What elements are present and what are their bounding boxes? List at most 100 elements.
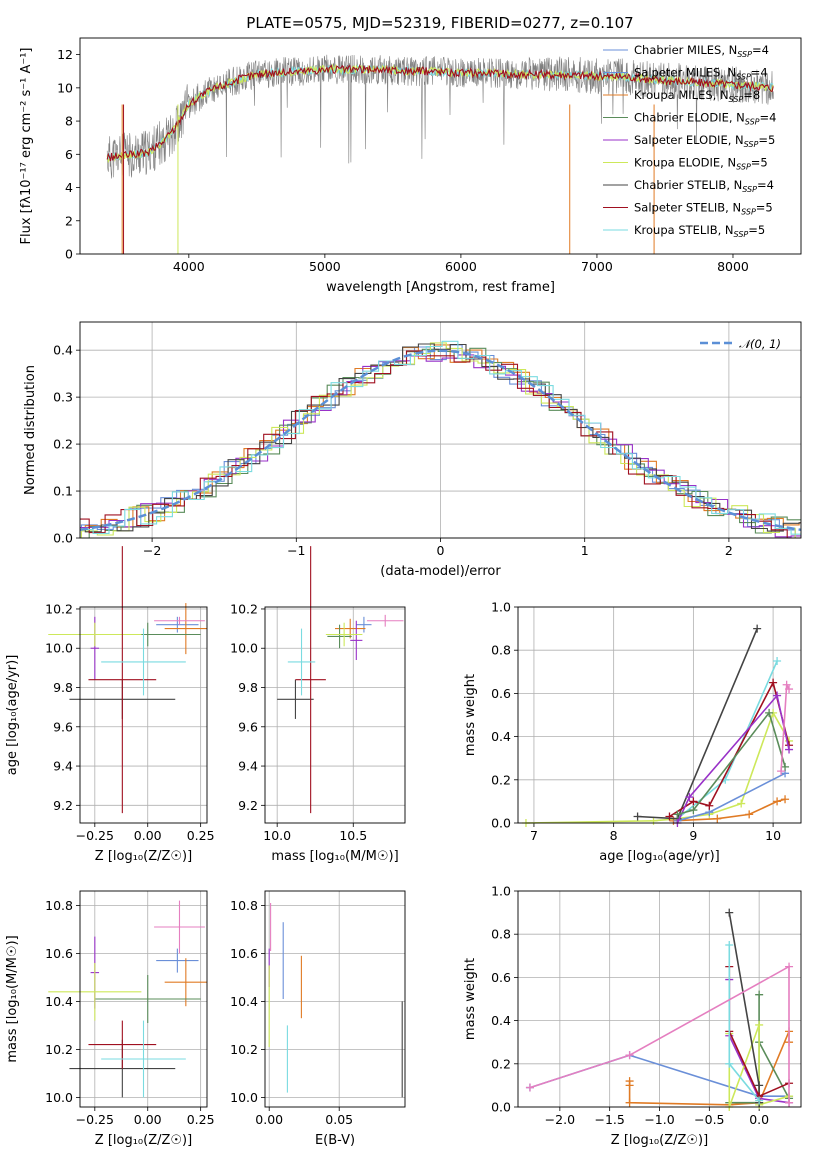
x-tick-label: 0.0 [749, 1112, 769, 1127]
plus-marker [781, 795, 790, 804]
axes-frame [79, 890, 208, 1108]
histogram-step [80, 342, 801, 539]
plus-marker [737, 799, 746, 808]
x-tick-label: 0 [437, 543, 445, 558]
legend-label: Kroupa ELODIE, NSSP=5 [634, 156, 768, 172]
plus-marker [755, 990, 764, 999]
x-tick-label: 0.25 [187, 828, 215, 843]
axes-frame [264, 890, 406, 1108]
y-tick-label: 1.0 [491, 884, 511, 899]
y-tick-label: 10.2 [45, 601, 73, 616]
x-tick-label: 9 [689, 828, 697, 843]
y-tick-label: 0.2 [491, 1056, 511, 1071]
y-axis-label: mass weight [463, 674, 478, 756]
plus-marker [769, 678, 778, 687]
plus-marker [773, 797, 782, 806]
x-tick-label: −1.0 [644, 1112, 674, 1127]
spectrum-panel: 4000 5000 6000 7000 8000 0 2 4 6 8 10 12 wavelength … [19, 37, 802, 295]
x-tick-label: 0.25 [187, 1112, 215, 1127]
legend-label: Chabrier ELODIE, NSSP=4 [634, 111, 776, 127]
x-tick-label: −0.5 [694, 1112, 724, 1127]
x-axis-label: mass [log₁₀(M/M☉)] [271, 849, 398, 864]
mass-weight-line [677, 711, 786, 816]
x-axis-label: Z [log₁₀(Z/Z☉)] [95, 849, 192, 864]
y-tick-label: 1.0 [491, 600, 511, 615]
residual-histogram-panel: −2 −1 0 1 2 0.0 0.1 0.2 0.3 0.4 (data-model)/error… [23, 321, 802, 579]
plus-marker [725, 908, 734, 917]
x-tick-label: 7 [530, 828, 538, 843]
figure-title: PLATE=0575, MJD=52319, FIBERID=0277, z=0… [246, 14, 633, 32]
y-tick-label: 10.0 [45, 641, 73, 656]
x-tick-label: −1 [287, 543, 305, 558]
x-tick-label: −1.5 [594, 1112, 624, 1127]
plus-marker [755, 1096, 764, 1105]
histogram-step [80, 343, 801, 533]
plus-marker [785, 685, 794, 694]
y-tick-label: 0.1 [53, 484, 73, 499]
y-tick-label: 9.6 [238, 719, 258, 734]
model-spectrum-line [106, 64, 774, 162]
plus-marker [785, 962, 794, 971]
y-tick-label: 9.2 [53, 798, 73, 813]
plus-marker [625, 1051, 634, 1060]
mass-weight-line [529, 965, 790, 1103]
x-tick-label: 7000 [581, 259, 613, 274]
y-tick-label: 0.3 [53, 390, 73, 405]
gaussian-curve [79, 349, 802, 532]
x-tick-label: 1 [581, 543, 589, 558]
histogram-step [80, 340, 801, 535]
plus-marker [755, 1081, 764, 1090]
y-axis-label: Flux [fλ10⁻¹⁷ erg cm⁻² s⁻¹ A⁻¹] [19, 48, 34, 245]
axes-frame [517, 890, 802, 1108]
legend-label: Kroupa MILES, NSSP=8 [634, 88, 760, 104]
plus-marker [633, 812, 642, 821]
x-axis-label: Z [log₁₀(Z/Z☉)] [611, 1133, 708, 1148]
y-tick-label: 0.8 [491, 643, 511, 658]
plus-marker [785, 745, 794, 754]
legend-label: Kroupa STELIB, NSSP=5 [634, 223, 765, 239]
y-tick-label: 9.6 [53, 719, 73, 734]
plus-marker [765, 708, 774, 717]
y-axis-label: mass [log₁₀(M/M☉)] [5, 935, 20, 1062]
legend-label: Chabrier MILES, NSSP=4 [634, 43, 769, 59]
age-vs-mass-panel: 10.0 10.5 9.2 9.4 9.6 9.8 10.0 10.2 mass [log₁₀(… [230, 546, 406, 864]
plus-marker [689, 806, 698, 815]
axes-frame [264, 606, 406, 824]
x-tick-label: 0.00 [134, 828, 162, 843]
y-tick-label: 10.2 [45, 1042, 73, 1057]
y-tick-label: 0.6 [491, 686, 511, 701]
x-tick-label: 0.05 [325, 1112, 353, 1127]
plus-marker [773, 691, 782, 700]
plus-marker [753, 624, 762, 633]
x-tick-label: 10.5 [339, 828, 367, 843]
y-axis-label: age [log₁₀(age/yr)] [5, 655, 20, 776]
y-tick-label: 0.2 [491, 772, 511, 787]
plus-marker [781, 762, 790, 771]
x-tick-label: 4000 [173, 259, 205, 274]
mass-vs-ebv-panel: 0.00 0.05 10.0 10.2 10.4 10.6 10.8 E(B-V) [230, 890, 406, 1148]
legend-label: Salpeter MILES, NSSP=4 [634, 66, 768, 82]
y-tick-label: 9.8 [53, 680, 73, 695]
y-tick-label: 10.0 [230, 641, 258, 656]
plus-marker [755, 1020, 764, 1029]
plus-marker [625, 1081, 634, 1090]
x-tick-label: 0.00 [134, 1112, 162, 1127]
plus-marker [673, 810, 682, 819]
y-tick-label: 0.4 [491, 1013, 511, 1028]
y-axis-label: Normed distribution [23, 365, 38, 495]
y-tick-label: 10.2 [230, 601, 258, 616]
x-axis-label: (data-model)/error [380, 564, 501, 579]
y-tick-label: 10.6 [45, 946, 73, 961]
y-tick-label: 10.4 [45, 994, 73, 1009]
x-tick-label: 10 [765, 828, 781, 843]
legend-label: Chabrier STELIB, NSSP=4 [634, 178, 774, 194]
y-tick-label: 2 [65, 213, 73, 228]
plus-marker [525, 1083, 534, 1092]
x-tick-label: 6000 [445, 259, 477, 274]
y-tick-label: 0.8 [491, 927, 511, 942]
mass-weight-vs-metallicity-panel: −2.0 −1.5 −1.0 −0.5 0.0 0.0 0.2 0.4 0.6 0.8 1.0 Z [… [463, 884, 802, 1148]
x-tick-label: 10.0 [263, 828, 291, 843]
mass-weight-line [676, 693, 790, 824]
mass-vs-metallicity-panel: −0.25 0.00 0.25 10.0 10.2 10.4 10.6 10.8 Z [log₁… [5, 890, 215, 1148]
